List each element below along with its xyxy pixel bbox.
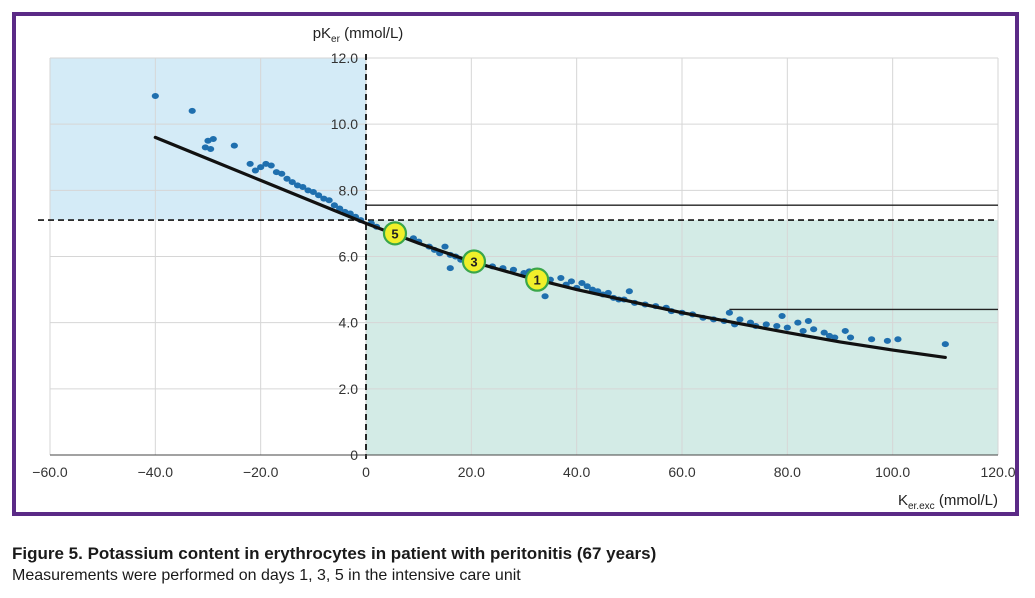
x-tick-label: 20.0 xyxy=(458,464,485,480)
x-tick-label: −60.0 xyxy=(32,464,68,480)
day-marker-circle xyxy=(382,221,408,246)
day-marker-label: 5 xyxy=(391,226,398,241)
figure-caption: Figure 5. Potassium content in erythrocy… xyxy=(12,543,1022,587)
data-point xyxy=(762,321,770,328)
x-tick-label: 80.0 xyxy=(774,464,801,480)
data-point xyxy=(578,279,586,286)
day-marker-3: 3 xyxy=(461,249,487,274)
data-point xyxy=(604,289,612,296)
data-point xyxy=(941,341,949,348)
y-tick-label: 10.0 xyxy=(331,116,358,132)
data-point xyxy=(288,179,296,186)
figure-frame: 1 3 5 −60.0 −40.0 −20.0 0 20.0 40.0 60.0 80.0 100.0… xyxy=(12,12,1019,516)
x-tick-label: 60.0 xyxy=(668,464,695,480)
data-point xyxy=(799,327,807,334)
data-point xyxy=(794,319,802,326)
data-point xyxy=(446,265,454,272)
x-tick-label: 40.0 xyxy=(563,464,590,480)
data-point xyxy=(810,326,818,333)
data-point xyxy=(736,316,744,323)
x-tick-label: 0 xyxy=(362,464,370,480)
y-tick-label: 4.0 xyxy=(339,315,359,331)
data-point xyxy=(283,175,291,182)
scatter-chart: 1 3 5 −60.0 −40.0 −20.0 0 20.0 40.0 60.0 80.0 100.0… xyxy=(32,25,1015,512)
day-marker-circle xyxy=(525,267,550,292)
data-point xyxy=(330,202,338,209)
caption-title: Figure 5. Potassium content in erythrocy… xyxy=(12,544,657,563)
data-point xyxy=(188,107,196,114)
data-point xyxy=(325,197,333,204)
data-point xyxy=(299,184,307,191)
data-point xyxy=(868,336,876,343)
data-point xyxy=(257,164,265,171)
day-marker-circle xyxy=(461,249,487,274)
data-point xyxy=(773,322,781,329)
data-point xyxy=(246,160,254,167)
x-tick-label: −40.0 xyxy=(138,464,174,480)
day-marker-label: 1 xyxy=(534,273,541,288)
trend-curve xyxy=(153,135,947,359)
data-point xyxy=(267,162,275,169)
data-point xyxy=(230,142,238,149)
caption-subtitle: Measurements were performed on days 1, 3… xyxy=(12,567,521,584)
data-point xyxy=(251,167,259,174)
data-point xyxy=(841,327,849,334)
y-tick-label: 0 xyxy=(350,447,358,463)
data-point xyxy=(509,266,518,273)
x-axis-label: Ker.exc (mmol/L) xyxy=(898,492,998,512)
data-point xyxy=(783,324,791,331)
y-tick-label: 8.0 xyxy=(339,182,359,198)
y-tick-label: 6.0 xyxy=(339,249,359,265)
data-point xyxy=(894,336,902,343)
data-point xyxy=(151,93,159,100)
data-point xyxy=(778,313,786,320)
data-point xyxy=(725,309,734,316)
data-point xyxy=(567,278,576,285)
data-point xyxy=(846,334,855,341)
data-point xyxy=(541,293,549,300)
data-point xyxy=(583,283,591,290)
y-tick-label: 2.0 xyxy=(339,381,359,397)
data-point xyxy=(883,337,892,344)
x-tick-label: 120.0 xyxy=(980,464,1015,480)
data-point xyxy=(804,318,813,325)
y-tick-label: 12.0 xyxy=(331,50,358,66)
data-point xyxy=(336,205,344,212)
day-marker-5: 5 xyxy=(382,221,408,246)
data-point xyxy=(278,170,286,177)
data-point xyxy=(557,275,565,282)
data-point xyxy=(441,243,449,250)
data-point xyxy=(625,288,633,295)
x-tick-label: −20.0 xyxy=(243,464,279,480)
data-point xyxy=(207,145,215,152)
day-marker-label: 3 xyxy=(470,254,477,269)
data-point xyxy=(315,192,323,199)
data-point xyxy=(820,329,828,336)
data-point xyxy=(309,188,317,195)
data-point xyxy=(209,136,217,143)
x-tick-label: 100.0 xyxy=(875,464,910,480)
y-axis-label: pKer (mmol/L) xyxy=(313,25,404,45)
day-marker-1: 1 xyxy=(525,267,550,292)
